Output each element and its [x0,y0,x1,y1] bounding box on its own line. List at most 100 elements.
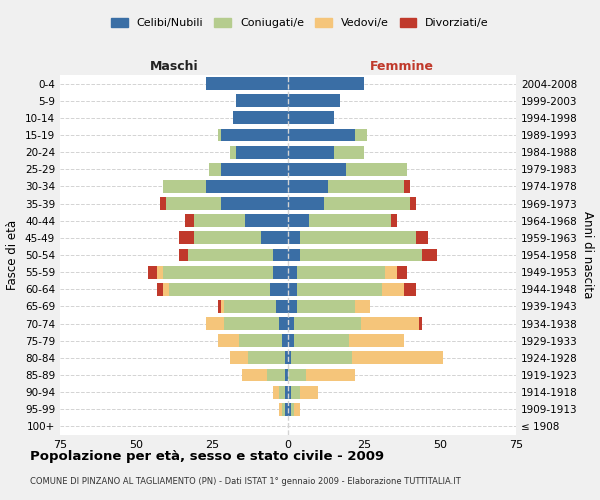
Bar [416,232,428,244]
Bar [288,146,334,158]
Y-axis label: Anni di nascita: Anni di nascita [581,212,594,298]
Bar [236,146,288,158]
Bar [291,403,294,415]
Legend: Celibi/Nubili, Coniugati/e, Vedovi/e, Divorziati/e: Celibi/Nubili, Coniugati/e, Vedovi/e, Di… [107,13,493,32]
Bar [157,266,163,278]
Bar [404,283,416,296]
Bar [209,163,221,175]
Bar [230,352,248,364]
Bar [385,266,397,278]
Bar [185,214,194,227]
Bar [276,300,288,313]
Bar [273,248,288,262]
Bar [391,214,397,227]
Bar [179,248,188,262]
Bar [397,266,407,278]
Bar [285,386,288,398]
Bar [206,317,224,330]
Bar [288,317,294,330]
Bar [352,352,443,364]
Bar [239,334,282,347]
Bar [288,128,355,141]
Bar [279,386,285,398]
Bar [294,403,300,415]
Bar [288,403,291,415]
Bar [260,232,288,244]
Bar [194,232,260,244]
Bar [267,368,285,382]
Bar [160,197,166,210]
Bar [355,128,367,141]
Bar [325,197,410,210]
Bar [291,386,300,398]
Bar [221,197,288,210]
Bar [288,386,291,398]
Bar [355,300,370,313]
Bar [422,248,437,262]
Bar [282,403,285,415]
Bar [288,94,340,107]
Bar [288,266,297,278]
Bar [148,266,157,278]
Bar [206,77,288,90]
Y-axis label: Fasce di età: Fasce di età [7,220,19,290]
Bar [300,248,422,262]
Bar [218,300,221,313]
Bar [288,197,325,210]
Bar [300,232,416,244]
Bar [282,334,288,347]
Bar [221,128,288,141]
Text: COMUNE DI PINZANO AL TAGLIAMENTO (PN) - Dati ISTAT 1° gennaio 2009 - Elaborazion: COMUNE DI PINZANO AL TAGLIAMENTO (PN) - … [30,478,461,486]
Bar [194,214,245,227]
Bar [166,197,221,210]
Bar [273,386,279,398]
Bar [270,283,288,296]
Bar [288,300,297,313]
Bar [242,368,267,382]
Bar [285,368,288,382]
Text: Popolazione per età, sesso e stato civile - 2009: Popolazione per età, sesso e stato civil… [30,450,384,463]
Bar [328,180,404,193]
Bar [291,352,352,364]
Text: Maschi: Maschi [149,60,199,72]
Bar [163,180,206,193]
Bar [157,283,163,296]
Bar [221,300,224,313]
Bar [273,266,288,278]
Bar [288,214,309,227]
Bar [288,77,364,90]
Bar [300,386,319,398]
Text: Femmine: Femmine [370,60,434,72]
Bar [297,266,385,278]
Bar [206,180,288,193]
Bar [288,180,328,193]
Bar [288,283,297,296]
Bar [285,352,288,364]
Bar [163,266,273,278]
Bar [297,283,382,296]
Bar [179,232,194,244]
Bar [306,368,355,382]
Bar [349,334,404,347]
Bar [334,146,364,158]
Bar [288,368,306,382]
Bar [288,248,300,262]
Bar [404,180,410,193]
Bar [188,248,273,262]
Bar [279,317,288,330]
Bar [410,197,416,210]
Bar [230,146,236,158]
Bar [218,128,221,141]
Bar [245,214,288,227]
Bar [224,317,279,330]
Bar [294,317,361,330]
Bar [288,232,300,244]
Bar [419,317,422,330]
Bar [288,163,346,175]
Bar [346,163,407,175]
Bar [233,112,288,124]
Bar [288,352,291,364]
Bar [218,334,239,347]
Bar [309,214,391,227]
Bar [288,112,334,124]
